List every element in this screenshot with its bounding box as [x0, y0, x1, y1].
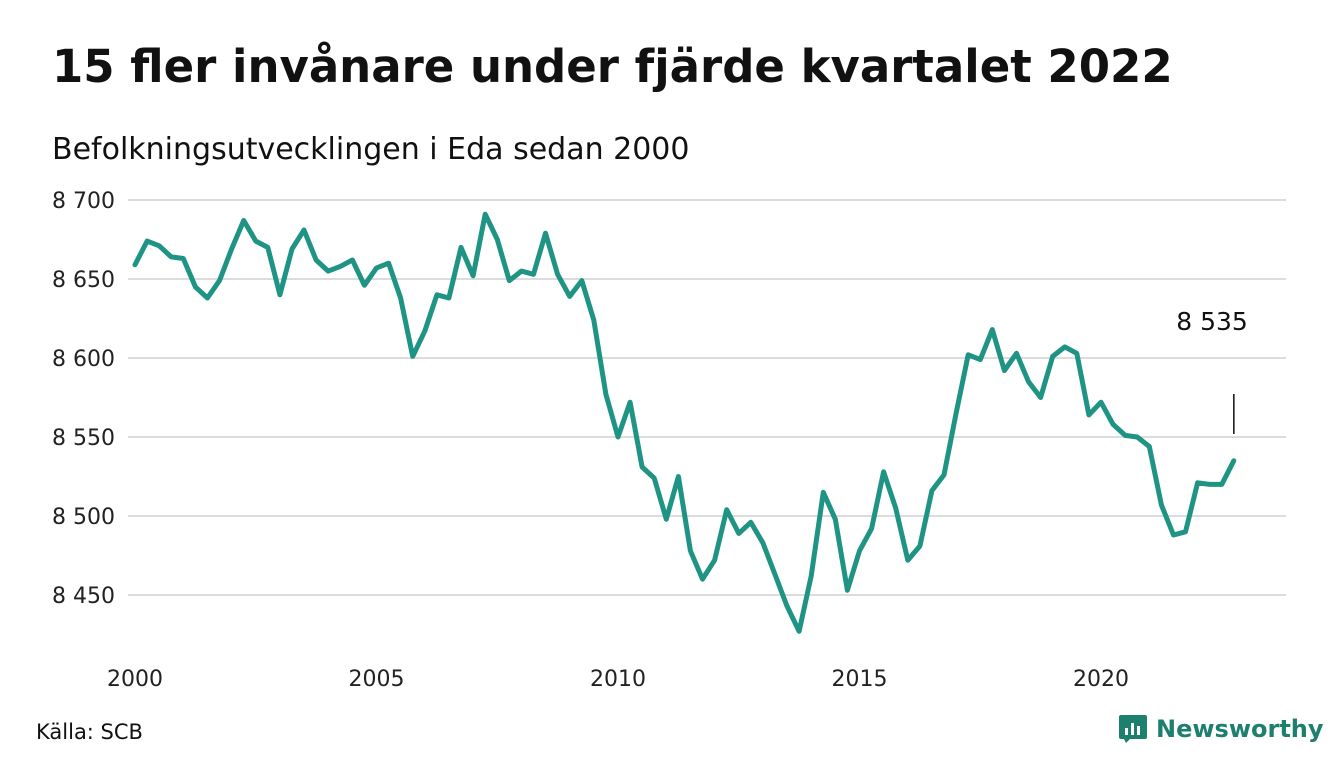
y-tick-label: 8 550: [52, 426, 115, 451]
y-tick-label: 8 600: [52, 347, 115, 372]
brand-name: Newsworthy: [1156, 715, 1324, 743]
y-tick-label: 8 650: [52, 268, 115, 293]
y-tick-label: 8 700: [52, 189, 115, 214]
bar-chart-logo-icon: [1119, 715, 1147, 743]
source-label: Källa: SCB: [36, 720, 143, 744]
series-line: [132, 211, 1237, 634]
gridlines: [128, 199, 1286, 596]
y-axis: 8 450 8 500 8 550 8 600 8 650 8 700: [52, 189, 115, 609]
series-group: [132, 211, 1237, 634]
chart-title: 15 fler invånare under fjärde kvartalet …: [52, 40, 1173, 93]
brand-logo: Newsworthy: [1118, 714, 1324, 744]
chart-subtitle: Befolkningsutvecklingen i Eda sedan 2000: [52, 132, 690, 167]
x-tick-label: 2005: [349, 667, 405, 692]
x-tick-label: 2015: [832, 667, 888, 692]
annotation-group: 8 535: [1176, 307, 1248, 434]
x-tick-label: 2020: [1073, 667, 1129, 692]
x-tick-label: 2000: [107, 667, 163, 692]
x-axis: 2000 2005 2010 2015 2020: [107, 667, 1129, 692]
last-value-label: 8 535: [1176, 307, 1248, 336]
x-tick-label: 2010: [590, 667, 646, 692]
y-tick-label: 8 500: [52, 505, 115, 530]
y-tick-label: 8 450: [52, 584, 115, 609]
